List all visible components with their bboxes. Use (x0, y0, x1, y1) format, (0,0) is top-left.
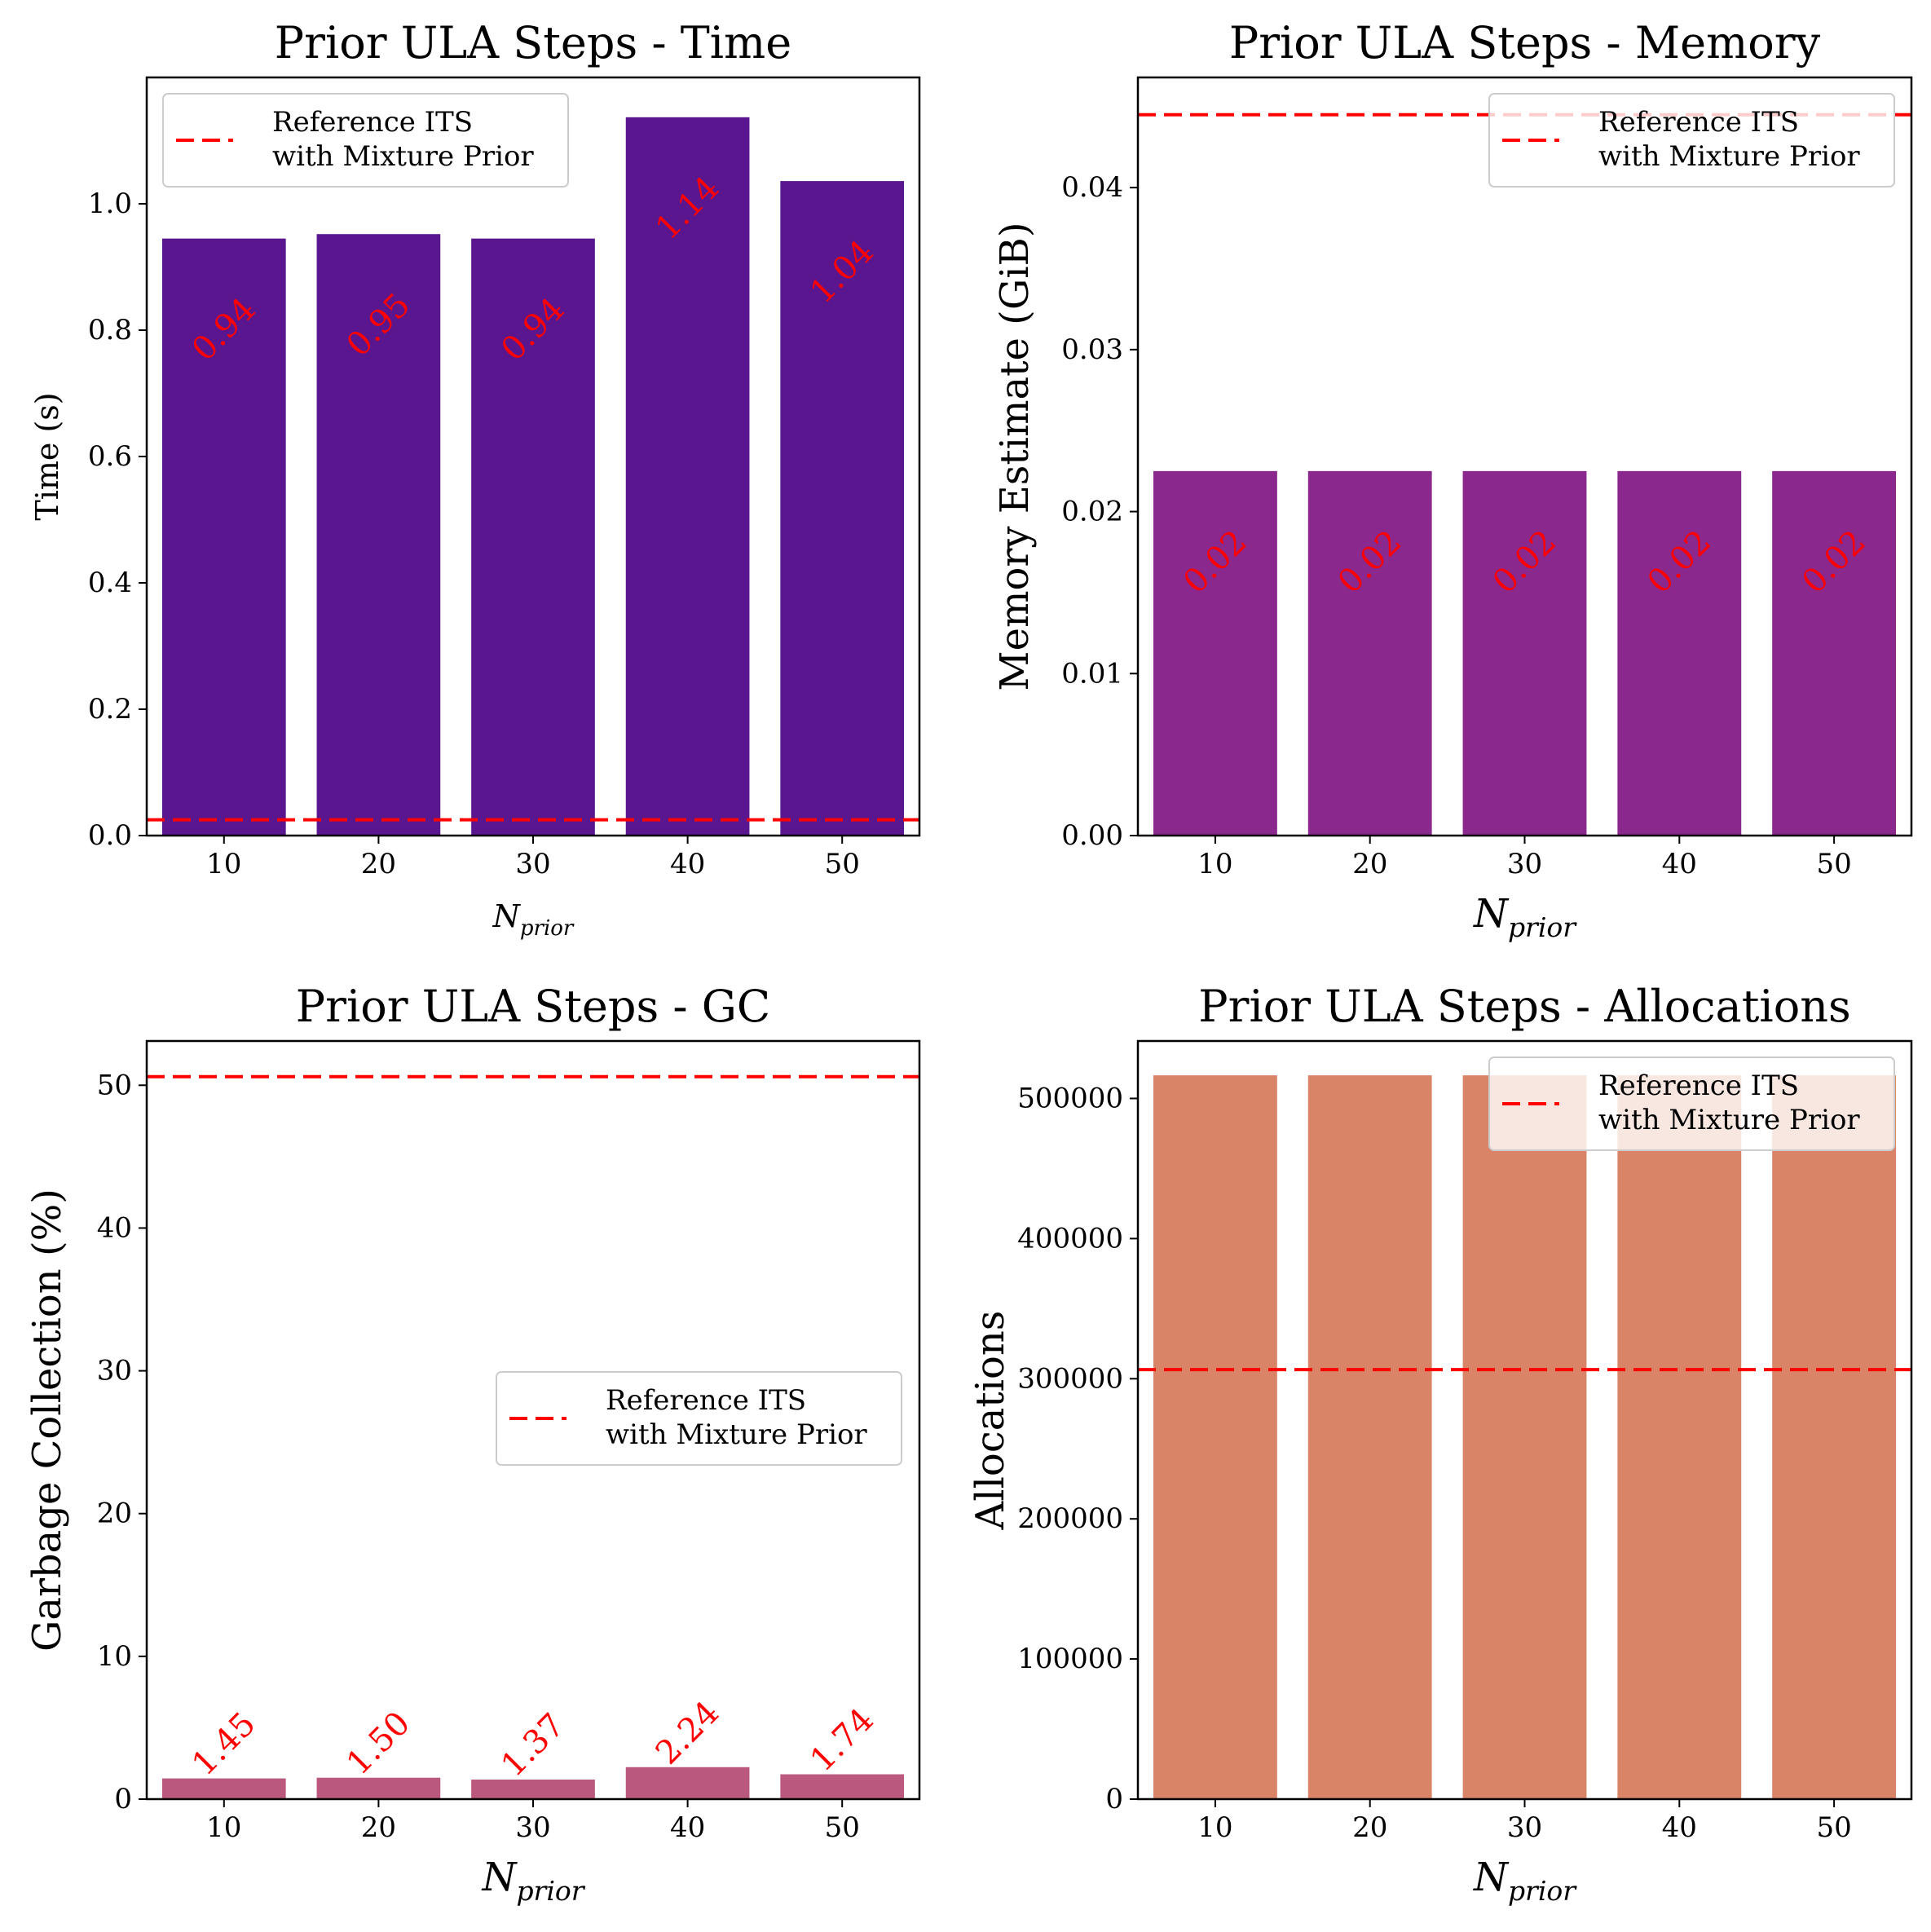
bar (1153, 1075, 1277, 1799)
chart-title: Prior ULA Steps - GC (296, 981, 770, 1032)
bar (161, 238, 286, 836)
y-tick-label: 0.2 (88, 693, 132, 726)
y-tick-label: 0.03 (1061, 333, 1123, 366)
y-tick-label: 0.00 (1061, 819, 1123, 852)
bar (1617, 1075, 1742, 1799)
y-tick-label: 0.0 (88, 819, 132, 852)
bar (1617, 470, 1742, 836)
y-tick-label: 30 (97, 1355, 132, 1387)
legend-label: with Mixture Prior (1598, 140, 1860, 173)
legend-label: with Mixture Prior (272, 140, 534, 173)
y-tick-label: 200000 (1017, 1502, 1123, 1535)
bar (1772, 470, 1897, 836)
y-tick-label: 300000 (1017, 1362, 1123, 1395)
x-tick-label: 20 (361, 848, 396, 880)
legend-label: Reference ITS (606, 1384, 806, 1417)
x-tick-label: 50 (1816, 848, 1851, 880)
chart-title: Prior ULA Steps - Memory (1229, 17, 1821, 68)
bar (316, 234, 441, 836)
legend-label: Reference ITS (1598, 1070, 1799, 1102)
bar (1153, 470, 1277, 836)
x-tick-label: 50 (825, 848, 860, 880)
x-tick-label: 40 (1662, 1811, 1697, 1844)
y-tick-label: 10 (97, 1640, 132, 1673)
x-tick-label: 20 (1352, 848, 1387, 880)
x-tick-label: 20 (361, 1811, 396, 1844)
x-tick-label: 40 (670, 1811, 705, 1844)
legend-label: Reference ITS (272, 106, 473, 139)
bar (1462, 470, 1587, 836)
x-tick-label: 50 (825, 1811, 860, 1844)
y-tick-label: 0 (114, 1783, 132, 1815)
bar (1307, 470, 1432, 836)
y-tick-label: 0.4 (88, 567, 132, 599)
legend-label: Reference ITS (1598, 106, 1799, 139)
x-axis-label: Nprior (1473, 1855, 1577, 1907)
x-axis-label: Nprior (481, 1855, 585, 1907)
y-tick-label: 0.04 (1061, 171, 1123, 204)
y-tick-label: 0.8 (88, 314, 132, 346)
y-tick-label: 0.01 (1061, 657, 1123, 690)
y-tick-label: 50 (97, 1069, 132, 1101)
bar (780, 1774, 905, 1799)
data-label: 1.45 (185, 1705, 263, 1784)
y-tick-label: 100000 (1017, 1643, 1123, 1675)
y-tick-label: 20 (97, 1498, 132, 1530)
x-tick-label: 40 (670, 848, 705, 880)
data-label: 2.24 (649, 1694, 727, 1772)
bar (471, 238, 595, 836)
legend-box (1488, 1056, 1895, 1151)
legend-box (1488, 93, 1895, 187)
x-tick-label: 30 (515, 1811, 550, 1844)
bar (316, 1777, 441, 1799)
data-label: 1.74 (803, 1701, 881, 1780)
x-tick-label: 50 (1816, 1811, 1851, 1844)
y-tick-label: 0 (1105, 1783, 1123, 1815)
x-axis-label: Nprior (1473, 891, 1577, 943)
y-tick-label: 0.6 (88, 440, 132, 473)
y-axis-label: Time (s) (29, 392, 65, 520)
panel-3: 1.45 1.50 1.37 2.24 1.74 0 10 20 30 40 50 10 20 30 40 5… (24, 981, 921, 1907)
x-tick-label: 10 (1197, 1811, 1232, 1844)
bar (161, 1778, 286, 1799)
x-axis-label: Nprior (492, 898, 575, 941)
legend-label: with Mixture Prior (1598, 1104, 1860, 1136)
bar (625, 117, 750, 836)
x-tick-label: 10 (206, 1811, 241, 1844)
panel-2: 0.02 0.02 0.02 0.02 0.020.000.010.020.030.04… (992, 17, 1913, 943)
legend-label: with Mixture Prior (606, 1418, 867, 1451)
data-label: 1.37 (494, 1706, 572, 1784)
bar (1307, 1075, 1432, 1799)
panel-4: 0 100000 200000 300000 400000 500000 10 20 30 40 5… (968, 981, 1913, 1907)
chart-title: Prior ULA Steps - Time (275, 17, 791, 68)
x-tick-label: 20 (1352, 1811, 1387, 1844)
y-tick-label: 400000 (1017, 1222, 1123, 1255)
x-tick-label: 10 (1197, 848, 1232, 880)
y-tick-label: 1.0 (88, 187, 132, 220)
y-tick-label: 40 (97, 1211, 132, 1244)
bar (780, 181, 905, 836)
y-tick-label: 0.02 (1061, 496, 1123, 528)
bar (625, 1767, 750, 1799)
y-axis-label: Allocations (968, 1311, 1013, 1531)
legend-box (162, 93, 569, 187)
bar (1462, 1075, 1587, 1799)
x-tick-label: 40 (1662, 848, 1697, 880)
bar (1772, 1075, 1897, 1799)
x-tick-label: 30 (515, 848, 550, 880)
data-label: 1.50 (340, 1705, 418, 1783)
chart-title: Prior ULA Steps - Allocations (1198, 981, 1850, 1032)
y-axis-label: Memory Estimate (GiB) (992, 222, 1038, 690)
legend-box (496, 1371, 902, 1466)
y-tick-label: 500000 (1017, 1082, 1123, 1114)
bar (471, 1780, 595, 1799)
x-tick-label: 30 (1507, 1811, 1542, 1844)
x-tick-label: 10 (206, 848, 241, 880)
y-axis-label: Garbage Collection (%) (24, 1189, 70, 1652)
panel-1: 0.94 0.95 0.941.141.040.00.20.40.60.81.010… (29, 17, 921, 941)
x-tick-label: 30 (1507, 848, 1542, 880)
